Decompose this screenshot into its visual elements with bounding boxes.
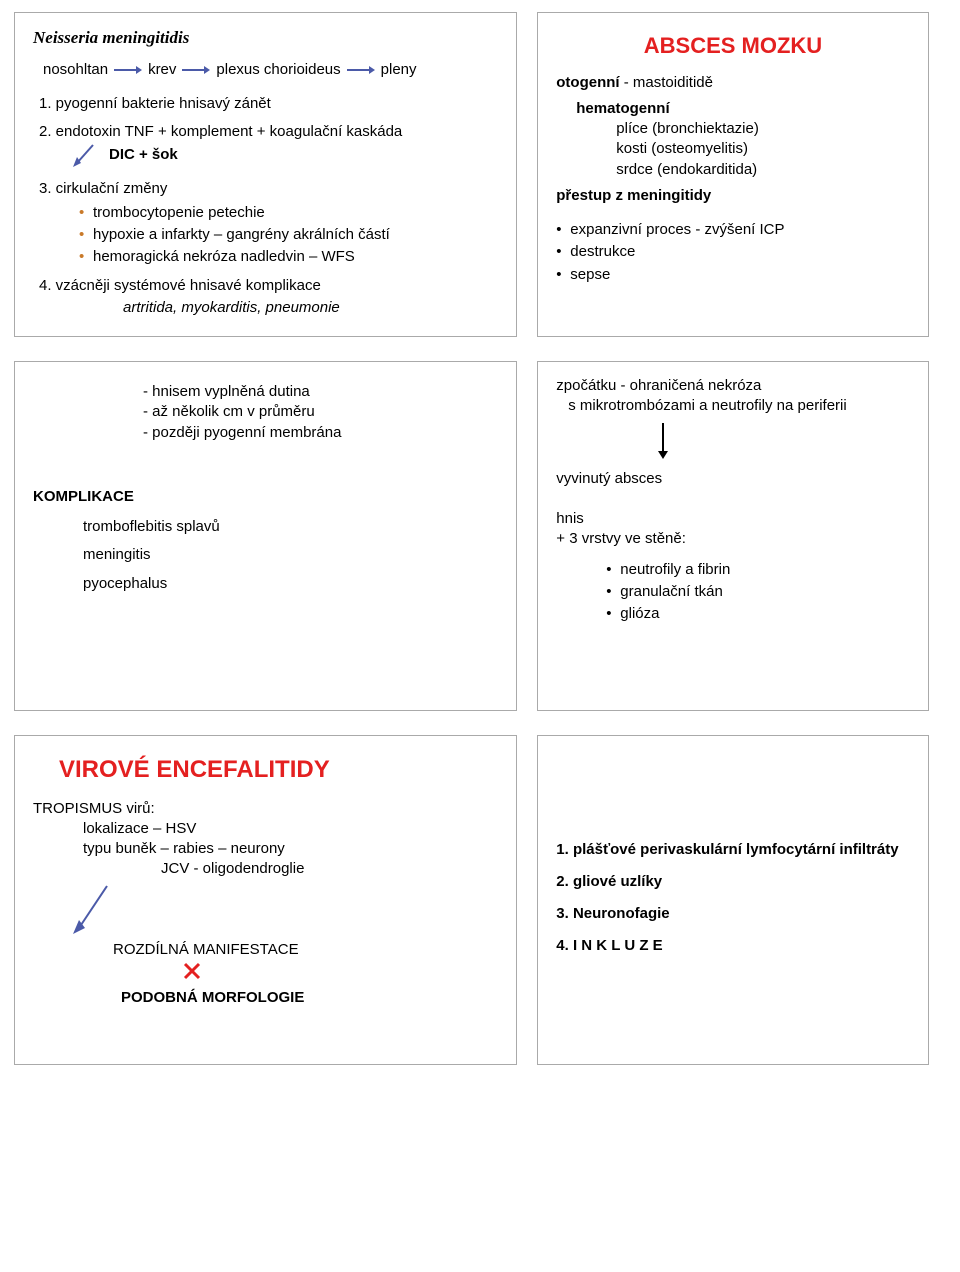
hemat-item: srdce (endokarditida)	[616, 160, 909, 180]
trop-line: lokalizace – HSV	[83, 819, 498, 839]
sign-item: 2. gliové uzlíky	[556, 872, 909, 892]
list-item: granulační tkán	[606, 582, 909, 602]
desc-line: - hnisem vyplněná dutina	[143, 382, 498, 402]
stage-2: vyvinutý absces	[556, 469, 909, 489]
stage-1a: zpočátku - ohraničená nekróza	[556, 376, 909, 396]
panel-neisseria: Neisseria meningitidis nosohltan krev pl…	[14, 12, 517, 337]
panel-title: VIROVÉ ENCEFALITIDY	[59, 754, 498, 786]
row-middle: - hnisem vyplněná dutina - až několik cm…	[0, 349, 960, 723]
komplikace-item: meningitis	[83, 545, 498, 565]
list-item: expanzivní proces - zvýšení ICP	[556, 220, 909, 240]
cross-icon	[183, 962, 201, 986]
desc-line: - až několik cm v průměru	[143, 402, 498, 422]
flow-item: krev	[148, 60, 176, 80]
panel-title: ABSCES MOZKU	[556, 31, 909, 61]
arrow-right-icon	[114, 60, 142, 80]
step-3: 3. cirkulační změny	[39, 179, 498, 199]
pathogenesis-flow: nosohltan krev plexus chorioideus pleny	[43, 60, 498, 80]
stage-3b: + 3 vrstvy ve stěně:	[556, 529, 909, 549]
row-top: Neisseria meningitidis nosohltan krev pl…	[0, 0, 960, 349]
komplikace-heading: KOMPLIKACE	[33, 487, 498, 507]
step-1: 1. pyogenní bakterie hnisavý zánět	[39, 94, 498, 114]
hemat-item: plíce (bronchiektazie)	[616, 119, 909, 139]
list-item: neutrofily a fibrin	[606, 560, 909, 580]
arrow-down-left-icon	[73, 884, 113, 942]
sign-item: 3. Neuronofagie	[556, 904, 909, 924]
panel-absces: ABSCES MOZKU otogenní - mastoiditidě hem…	[537, 12, 928, 337]
list-item: sepse	[556, 265, 909, 285]
arrow-right-icon	[347, 60, 375, 80]
route-hematogenni: hematogenní	[576, 99, 909, 119]
trop-line: typu buněk – rabies – neurony	[83, 839, 498, 859]
stage-1b: s mikrotrombózami a neutrofily na perife…	[568, 396, 909, 416]
arrow-down-icon	[656, 423, 909, 465]
flow-item: pleny	[381, 60, 417, 80]
step-2: 2. endotoxin TNF + komplement + koagulač…	[39, 122, 498, 142]
desc-line: - později pyogenní membrána	[143, 423, 498, 443]
row-bottom: VIROVÉ ENCEFALITIDY TROPISMUS virů: loka…	[0, 723, 960, 1077]
layers-list: neutrofily a fibrin granulační tkán glió…	[606, 560, 909, 625]
list-item: destrukce	[556, 242, 909, 262]
step-4-note: artritida, myokarditis, pneumonie	[123, 298, 498, 318]
list-item: hemoragická nekróza nadledvin – WFS	[79, 247, 498, 267]
sign-item: 4. I N K L U Z E	[556, 936, 909, 956]
step-2-sub: DIC + šok	[109, 145, 178, 165]
stage-3a: hnis	[556, 509, 909, 529]
panel-morpho-signs: 1. plášťové perivaskulární lymfocytární …	[537, 735, 928, 1065]
sign-item: 1. plášťové perivaskulární lymfocytární …	[556, 840, 909, 860]
manifest-label: ROZDÍLNÁ MANIFESTACE	[113, 940, 299, 960]
panel-absces-desc: - hnisem vyplněná dutina - až několik cm…	[14, 361, 517, 711]
arrow-right-icon	[182, 60, 210, 80]
panel-absces-evolution: zpočátku - ohraničená nekróza s mikrotro…	[537, 361, 928, 711]
step-4: 4. vzácněji systémové hnisavé komplikace	[39, 276, 498, 296]
morfo-label: PODOBNÁ MORFOLOGIE	[121, 988, 304, 1008]
komplikace-item: tromboflebitis splavů	[83, 517, 498, 537]
effects-list: expanzivní proces - zvýšení ICP destrukc…	[556, 220, 909, 285]
list-item: trombocytopenie petechie	[79, 203, 498, 223]
list-item: hypoxie a infarkty – gangrény akrálních …	[79, 225, 498, 245]
list-item: glióza	[606, 604, 909, 624]
tropismus-label: TROPISMUS virů:	[33, 799, 498, 819]
komplikace-item: pyocephalus	[83, 574, 498, 594]
hemat-item: kosti (osteomyelitis)	[616, 139, 909, 159]
panel-virove: VIROVÉ ENCEFALITIDY TROPISMUS virů: loka…	[14, 735, 517, 1065]
route-otogenni: otogenní - mastoiditidě	[556, 73, 909, 93]
flow-item: nosohltan	[43, 60, 108, 80]
step-3-bullets: trombocytopenie petechie hypoxie a infar…	[79, 203, 498, 268]
arrow-down-left-icon	[73, 143, 99, 175]
panel-title: Neisseria meningitidis	[33, 27, 498, 50]
route-prestup: přestup z meningitidy	[556, 186, 909, 206]
trop-line: JCV - oligodendroglie	[161, 859, 498, 879]
flow-item: plexus chorioideus	[216, 60, 340, 80]
